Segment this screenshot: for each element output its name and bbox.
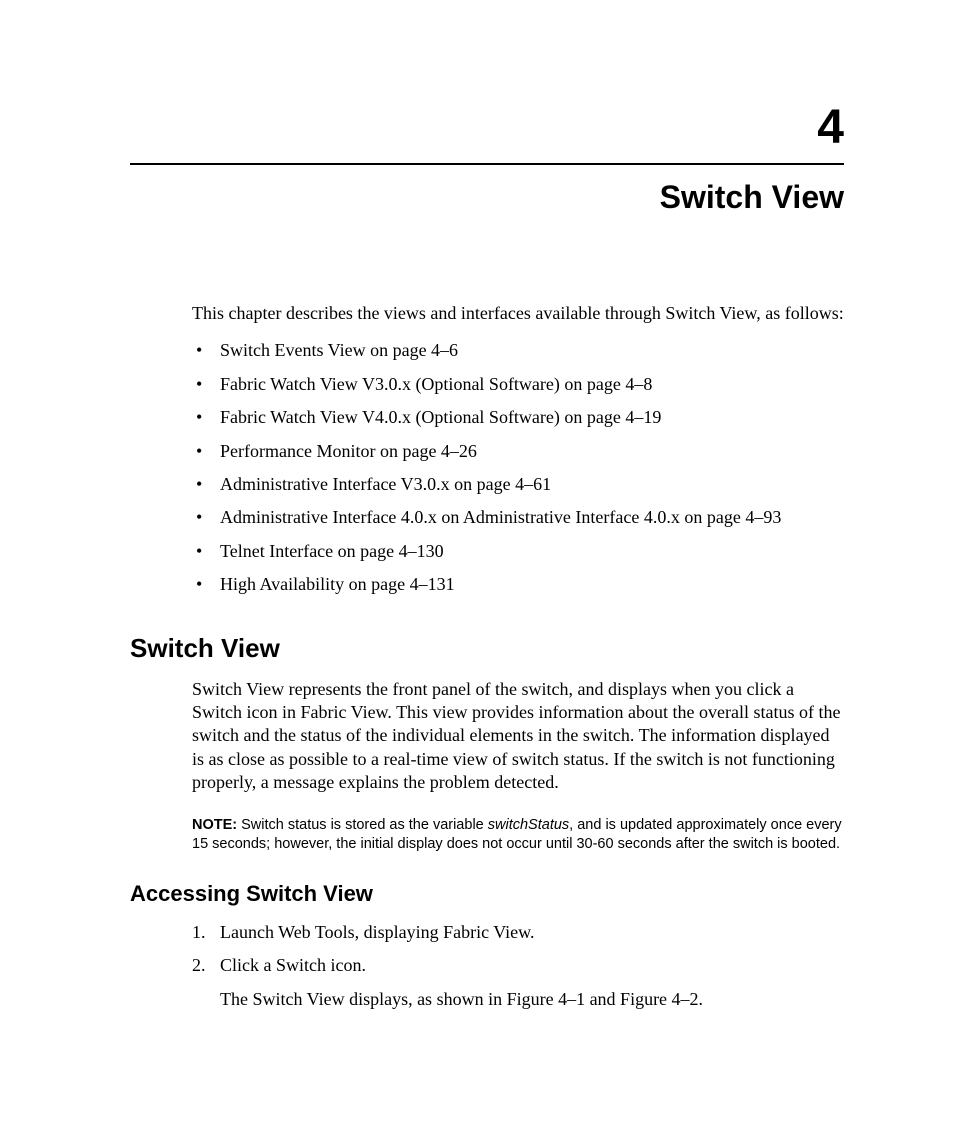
bullet-icon: • (196, 573, 202, 596)
list-item: • High Availability on page 4–131 (192, 573, 844, 596)
intro-block: This chapter describes the views and int… (192, 302, 844, 597)
list-item-text: Telnet Interface on page 4–130 (220, 541, 444, 561)
toc-list: • Switch Events View on page 4–6 • Fabric … (192, 339, 844, 596)
horizontal-rule (130, 163, 844, 165)
section-heading-switch-view: Switch View (130, 633, 844, 664)
list-item-text: Performance Monitor on page 4–26 (220, 441, 477, 461)
list-item: 1. Launch Web Tools, displaying Fabric V… (192, 921, 844, 944)
bullet-icon: • (196, 473, 202, 496)
section-paragraph: Switch View represents the front panel o… (192, 678, 844, 795)
step-text: Launch Web Tools, displaying Fabric View… (220, 922, 535, 942)
list-item: • Fabric Watch View V3.0.x (Optional Soft… (192, 373, 844, 396)
list-item-text: Switch Events View on page 4–6 (220, 340, 458, 360)
document-page: 4 Switch View This chapter describes the… (0, 0, 954, 1145)
list-item-text: Administrative Interface V3.0.x on page … (220, 474, 551, 494)
bullet-icon: • (196, 540, 202, 563)
subsection-body: 1. Launch Web Tools, displaying Fabric V… (192, 921, 844, 1011)
numbered-list: 1. Launch Web Tools, displaying Fabric V… (192, 921, 844, 978)
list-item: • Fabric Watch View V4.0.x (Optional Soft… (192, 406, 844, 429)
list-item-text: High Availability on page 4–131 (220, 574, 455, 594)
list-item: • Administrative Interface V3.0.x on page… (192, 473, 844, 496)
note-block: NOTE: Switch status is stored as the var… (192, 816, 844, 852)
list-item-text: Fabric Watch View V3.0.x (Optional Softw… (220, 374, 652, 394)
note-variable: switchStatus (488, 817, 569, 833)
intro-paragraph: This chapter describes the views and int… (192, 302, 844, 325)
bullet-icon: • (196, 440, 202, 463)
list-item: 2. Click a Switch icon. (192, 954, 844, 977)
list-item: • Performance Monitor on page 4–26 (192, 440, 844, 463)
note-label: NOTE: (192, 817, 241, 833)
section-body: Switch View represents the front panel o… (192, 678, 844, 853)
list-item-text: Administrative Interface 4.0.x on Admini… (220, 507, 781, 527)
bullet-icon: • (196, 406, 202, 429)
step-text: Click a Switch icon. (220, 955, 366, 975)
bullet-icon: • (196, 506, 202, 529)
followup-paragraph: The Switch View displays, as shown in Fi… (192, 988, 844, 1011)
chapter-number: 4 (130, 100, 844, 155)
list-item-text: Fabric Watch View V4.0.x (Optional Softw… (220, 407, 661, 427)
step-number: 1. (192, 921, 206, 944)
list-item: • Switch Events View on page 4–6 (192, 339, 844, 362)
list-item: • Telnet Interface on page 4–130 (192, 540, 844, 563)
list-item: • Administrative Interface 4.0.x on Admin… (192, 506, 844, 529)
bullet-icon: • (196, 373, 202, 396)
step-number: 2. (192, 954, 206, 977)
note-text-before: Switch status is stored as the variable (241, 817, 488, 833)
bullet-icon: • (196, 339, 202, 362)
chapter-title: Switch View (130, 179, 844, 216)
sub-heading-accessing-switch-view: Accessing Switch View (130, 881, 844, 907)
